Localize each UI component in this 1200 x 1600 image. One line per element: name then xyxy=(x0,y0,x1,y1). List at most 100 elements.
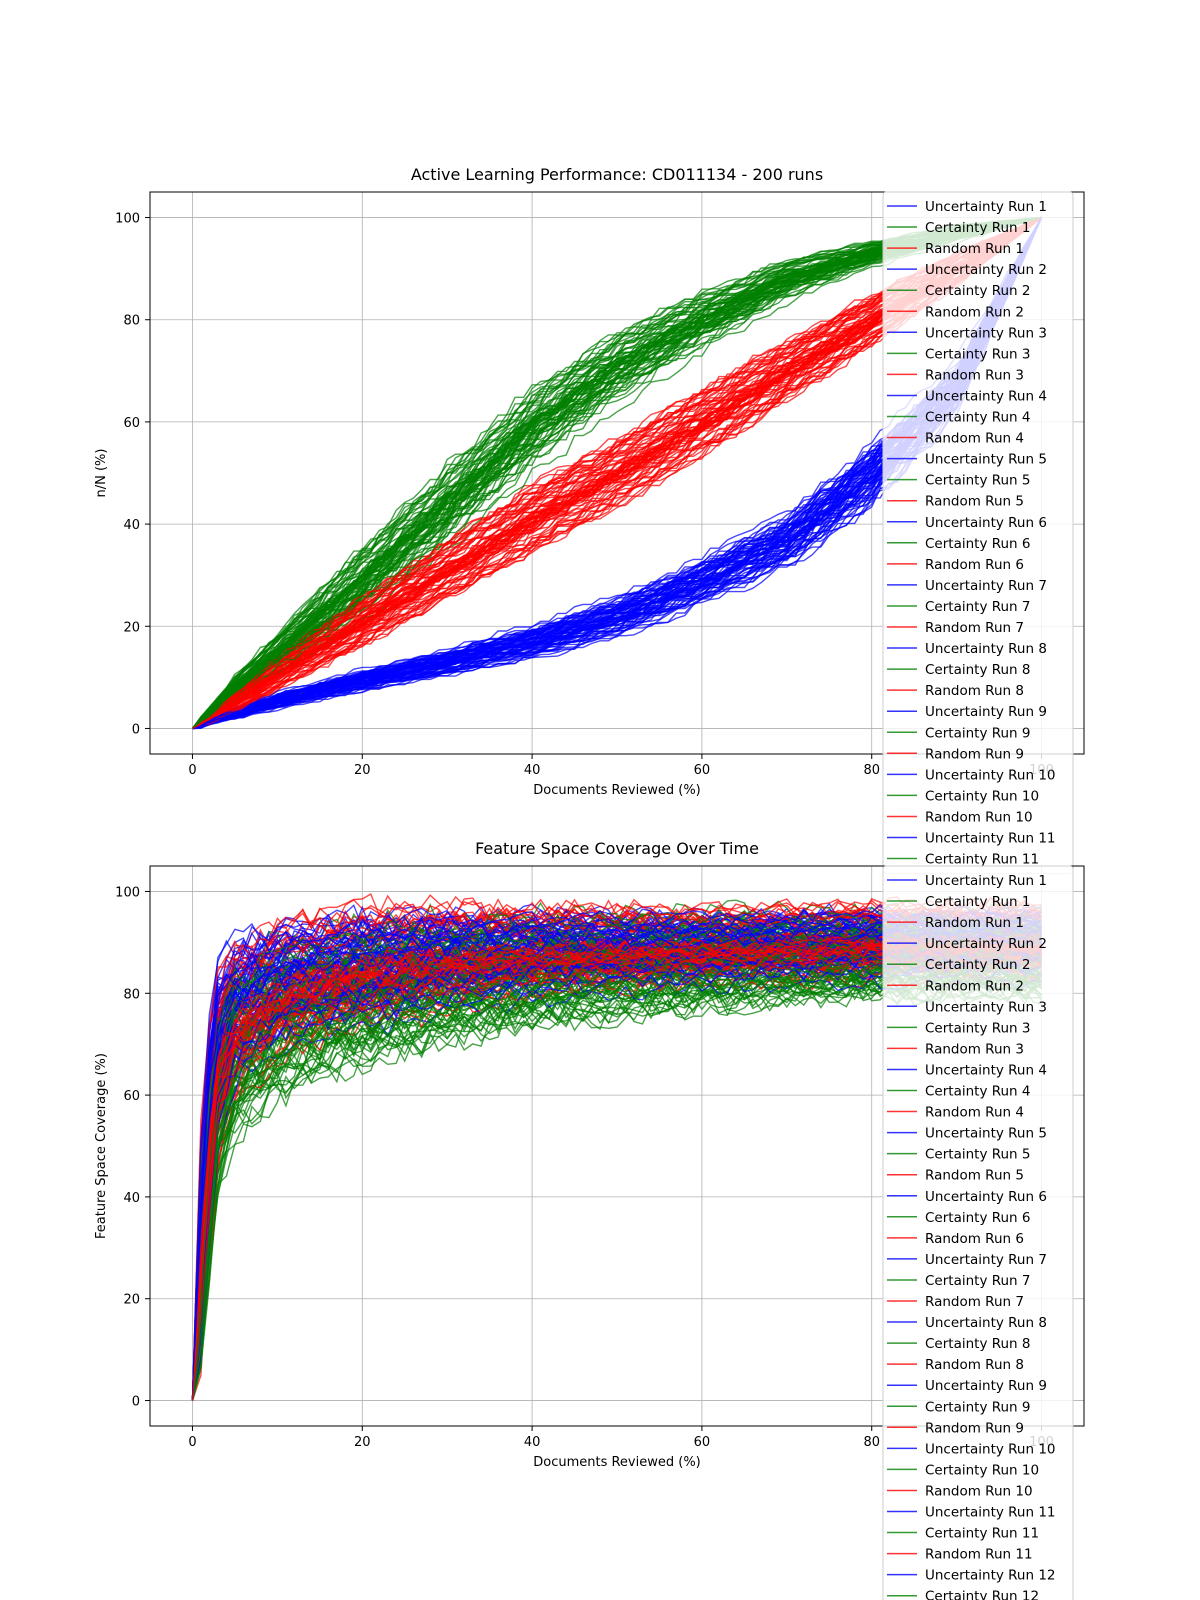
y-tick-label: 100 xyxy=(115,212,140,227)
legend-item: Random Run 1 xyxy=(887,241,1024,257)
legend-label: Uncertainty Run 7 xyxy=(925,578,1047,594)
y-axis-label: n/N (%) xyxy=(94,449,109,498)
legend-item: Uncertainty Run 11 xyxy=(887,831,1056,847)
legend-item: Uncertainty Run 6 xyxy=(887,515,1047,531)
legend: Uncertainty Run 1 Certainty Run 1 Random R… xyxy=(882,865,1074,1600)
legend-label: Random Run 6 xyxy=(925,1231,1024,1247)
legend-label: Certainty Run 10 xyxy=(925,1462,1039,1478)
legend-label: Certainty Run 4 xyxy=(925,1084,1031,1100)
legend-item: Certainty Run 12 xyxy=(887,1589,1039,1600)
legend-item: Certainty Run 9 xyxy=(887,725,1031,741)
legend-label: Uncertainty Run 3 xyxy=(925,325,1047,341)
legend-label: Uncertainty Run 8 xyxy=(925,1315,1047,1331)
legend-item: Uncertainty Run 8 xyxy=(887,641,1047,657)
ticks: 020406080100020406080100 xyxy=(115,212,1054,778)
x-axis-label: Documents Reviewed (%) xyxy=(533,1455,701,1470)
legend-label: Uncertainty Run 4 xyxy=(925,1062,1047,1078)
legend-label: Certainty Run 11 xyxy=(925,1526,1039,1542)
x-tick-label: 80 xyxy=(863,1435,880,1450)
legend-label: Certainty Run 8 xyxy=(925,662,1031,678)
legend-label: Random Run 1 xyxy=(925,241,1024,257)
x-tick-label: 20 xyxy=(354,1435,371,1450)
legend-item: Certainty Run 10 xyxy=(887,1462,1039,1478)
chart-active-learning-performance: 020406080100020406080100Active Learning … xyxy=(94,165,1085,875)
legend-item: Random Run 5 xyxy=(887,1168,1024,1184)
legend-item: Certainty Run 3 xyxy=(887,346,1031,362)
legend-item: Uncertainty Run 7 xyxy=(887,1252,1047,1268)
y-tick-label: 60 xyxy=(123,1089,140,1104)
legend-label: Uncertainty Run 6 xyxy=(925,1189,1047,1205)
legend-item: Random Run 3 xyxy=(887,1041,1024,1057)
legend-label: Random Run 5 xyxy=(925,494,1024,510)
legend-item: Certainty Run 11 xyxy=(887,852,1039,868)
legend-item: Random Run 9 xyxy=(887,1420,1024,1436)
legend-label: Uncertainty Run 1 xyxy=(925,873,1047,889)
legend-label: Uncertainty Run 3 xyxy=(925,999,1047,1015)
legend-label: Uncertainty Run 12 xyxy=(925,1568,1056,1584)
x-tick-label: 40 xyxy=(524,1435,541,1450)
legend-item: Certainty Run 10 xyxy=(887,788,1039,804)
legend-label: Random Run 8 xyxy=(925,1357,1024,1373)
legend-item: Uncertainty Run 8 xyxy=(887,1315,1047,1331)
legend-item: Certainty Run 9 xyxy=(887,1399,1031,1415)
y-tick-label: 0 xyxy=(132,722,140,737)
legend-label: Random Run 10 xyxy=(925,809,1033,825)
y-tick-label: 100 xyxy=(115,885,140,900)
y-tick-label: 80 xyxy=(123,987,140,1002)
legend-label: Uncertainty Run 7 xyxy=(925,1252,1047,1268)
legend-item: Certainty Run 11 xyxy=(887,1526,1039,1542)
legend-item: Random Run 2 xyxy=(887,978,1024,994)
legend-label: Uncertainty Run 8 xyxy=(925,641,1047,657)
legend-item: Certainty Run 5 xyxy=(887,1147,1031,1163)
legend-label: Uncertainty Run 9 xyxy=(925,1378,1047,1394)
chart-title: Active Learning Performance: CD011134 - … xyxy=(411,165,823,184)
legend-item: Random Run 4 xyxy=(887,1105,1024,1121)
legend-item: Random Run 3 xyxy=(887,367,1024,383)
legend-item: Uncertainty Run 5 xyxy=(887,1126,1047,1142)
legend-item: Random Run 10 xyxy=(887,809,1033,825)
legend: Uncertainty Run 1 Certainty Run 1 Random R… xyxy=(882,191,1074,875)
legend-label: Random Run 11 xyxy=(925,1547,1033,1563)
y-tick-label: 0 xyxy=(132,1395,140,1410)
legend-item: Certainty Run 6 xyxy=(887,1210,1031,1226)
legend-label: Uncertainty Run 5 xyxy=(925,1126,1047,1142)
axes-frame xyxy=(149,191,1085,755)
y-tick-label: 20 xyxy=(123,1293,140,1308)
x-tick-label: 0 xyxy=(188,1435,196,1450)
legend-label: Uncertainty Run 10 xyxy=(925,1441,1056,1457)
legend-label: Certainty Run 2 xyxy=(925,957,1031,973)
legend-label: Random Run 5 xyxy=(925,1168,1024,1184)
legend-label: Uncertainty Run 5 xyxy=(925,452,1047,468)
legend-item: Uncertainty Run 1 xyxy=(887,873,1047,889)
legend-item: Uncertainty Run 10 xyxy=(887,767,1056,783)
legend-item: Certainty Run 7 xyxy=(887,599,1031,615)
legend-item: Certainty Run 1 xyxy=(887,220,1031,236)
legend-label: Random Run 8 xyxy=(925,683,1024,699)
legend-label: Random Run 10 xyxy=(925,1483,1033,1499)
legend-item: Certainty Run 2 xyxy=(887,283,1031,299)
y-axis-label: Feature Space Coverage (%) xyxy=(94,1053,109,1239)
legend-item: Random Run 4 xyxy=(887,431,1024,447)
legend-item: Uncertainty Run 12 xyxy=(887,1568,1056,1584)
legend-label: Random Run 9 xyxy=(925,746,1024,762)
x-axis-label: Documents Reviewed (%) xyxy=(533,783,701,798)
legend-item: Uncertainty Run 11 xyxy=(887,1505,1056,1521)
legend-item: Uncertainty Run 9 xyxy=(887,704,1047,720)
y-tick-label: 40 xyxy=(123,518,140,533)
legend-item: Uncertainty Run 3 xyxy=(887,999,1047,1015)
legend-label: Certainty Run 4 xyxy=(925,410,1031,426)
x-tick-label: 40 xyxy=(524,763,541,778)
legend-label: Random Run 4 xyxy=(925,1105,1024,1121)
legend-label: Uncertainty Run 11 xyxy=(925,1505,1056,1521)
ticks: 020406080100020406080100 xyxy=(115,885,1054,1450)
legend-label: Uncertainty Run 2 xyxy=(925,936,1047,952)
x-tick-label: 80 xyxy=(863,763,880,778)
chart-feature-space-coverage: 020406080100020406080100Feature Space Co… xyxy=(94,839,1085,1600)
legend-label: Uncertainty Run 11 xyxy=(925,831,1056,847)
legend-item: Certainty Run 5 xyxy=(887,473,1031,489)
legend-label: Random Run 7 xyxy=(925,620,1024,636)
x-tick-label: 20 xyxy=(354,763,371,778)
legend-item: Random Run 10 xyxy=(887,1483,1033,1499)
legend-item: Uncertainty Run 1 xyxy=(887,199,1047,215)
